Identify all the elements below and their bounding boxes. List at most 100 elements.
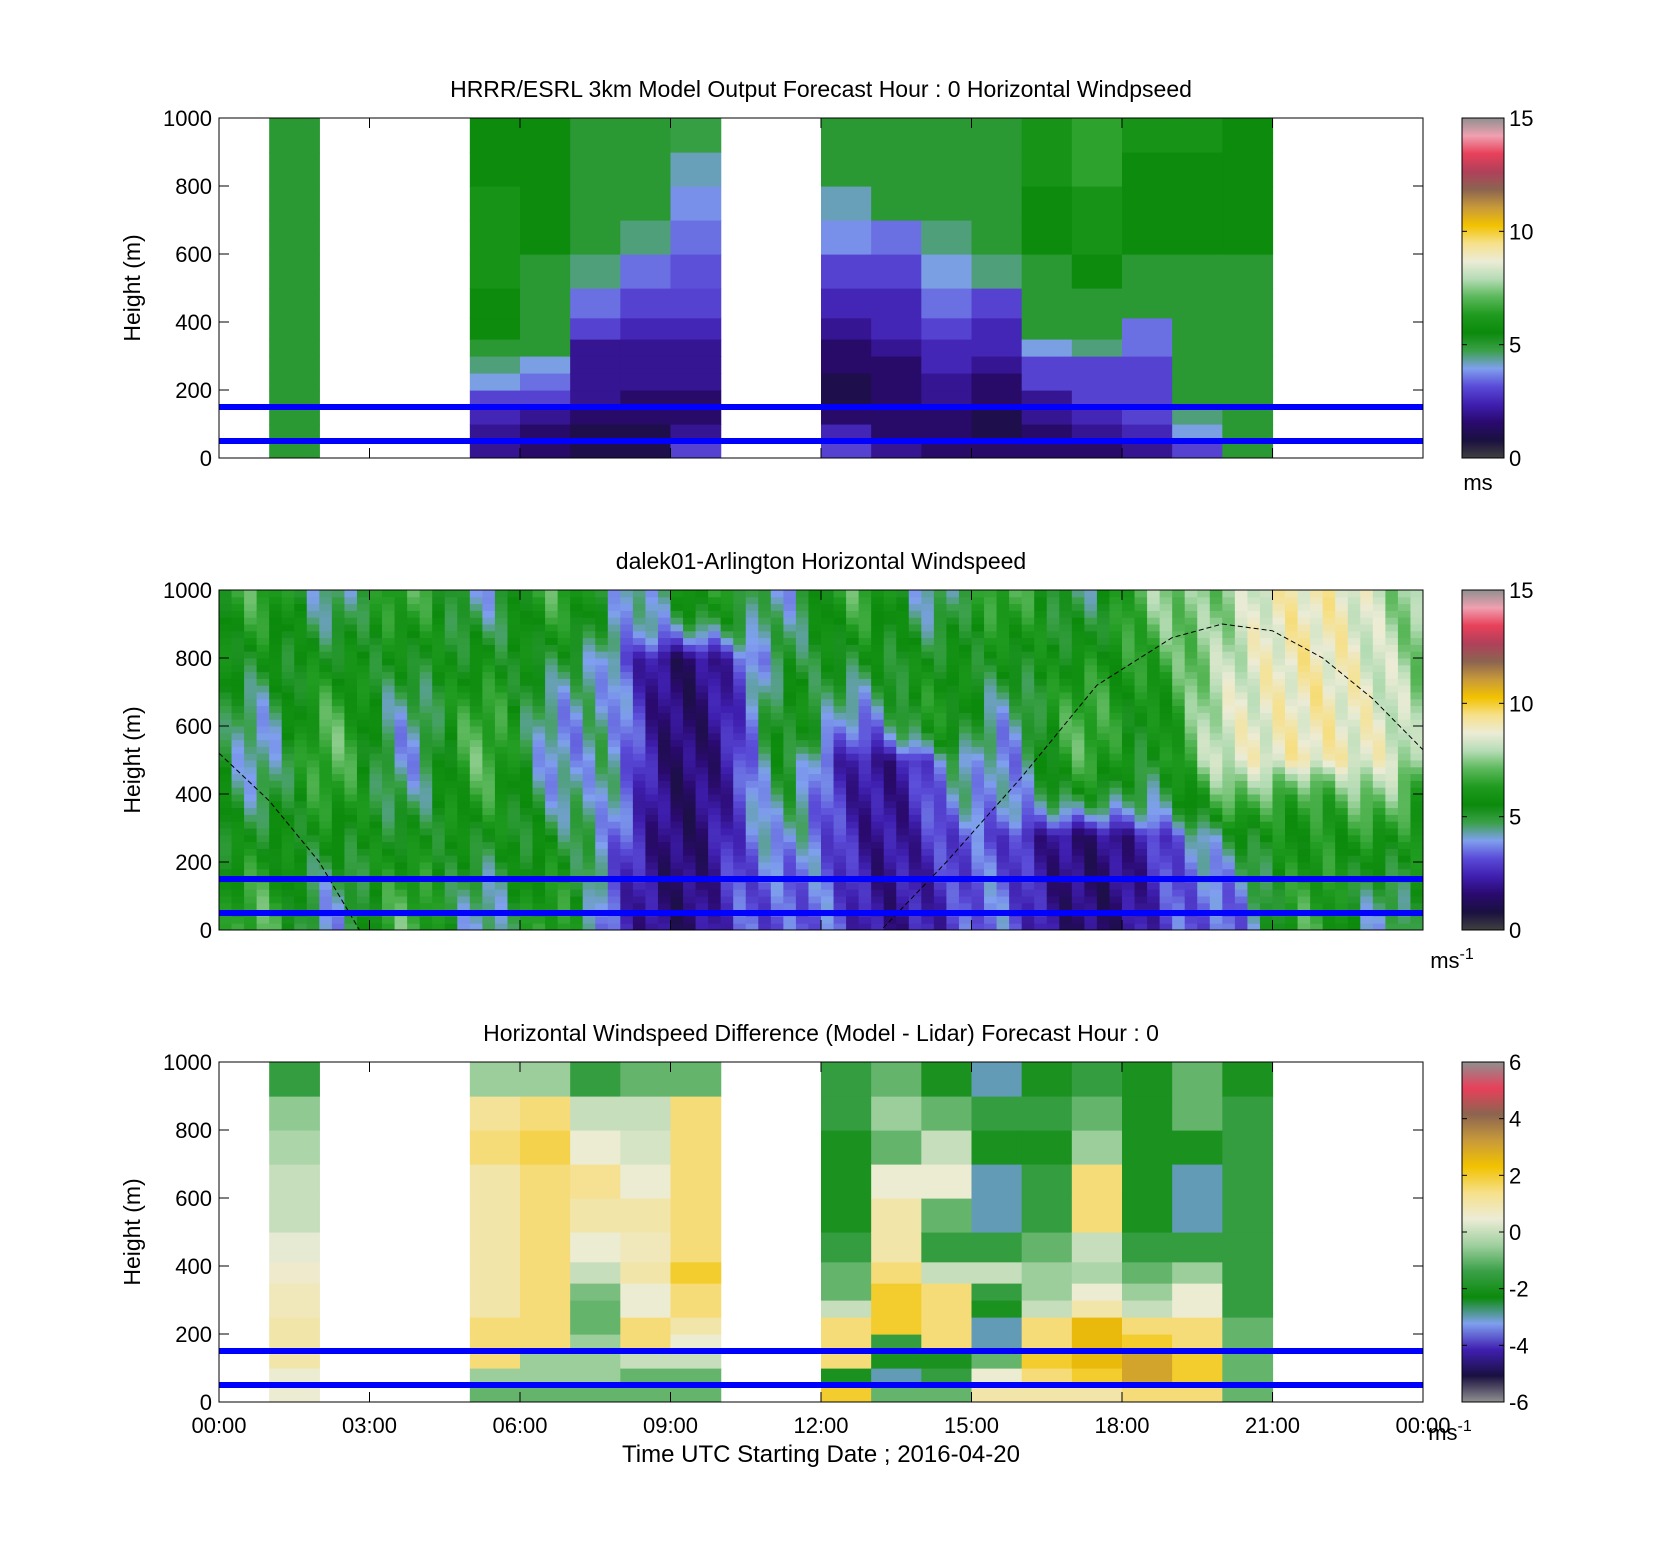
heatmap-cell	[1184, 698, 1198, 707]
heatmap-cell	[1272, 868, 1286, 877]
heatmap-cell	[1184, 644, 1198, 652]
heatmap-cell	[306, 739, 320, 747]
heatmap-cell	[1046, 624, 1060, 632]
heatmap-cell	[1310, 760, 1324, 768]
heatmap-cell	[758, 794, 772, 802]
heatmap-cell	[971, 902, 985, 911]
heatmap-cell	[1109, 862, 1123, 870]
heatmap-cell	[1059, 630, 1073, 639]
heatmap-cell	[645, 692, 659, 700]
heatmap-cell	[1322, 678, 1336, 686]
heatmap-cell	[1209, 644, 1223, 652]
heatmap-cell	[1197, 753, 1211, 761]
heatmap-cell	[1046, 596, 1060, 605]
heatmap-cell	[1385, 624, 1399, 632]
heatmap-cell	[1310, 746, 1324, 754]
heatmap-cell	[758, 692, 772, 700]
heatmap-cell	[494, 855, 508, 863]
heatmap-cell	[695, 726, 709, 734]
heatmap-cell	[570, 624, 584, 632]
heatmap-cell	[394, 658, 408, 666]
heatmap-cell	[720, 841, 734, 849]
heatmap-cell	[570, 637, 584, 645]
heatmap-cell	[1272, 705, 1286, 713]
heatmap-cell	[1172, 828, 1186, 836]
heatmap-cell	[921, 685, 935, 693]
heatmap-cell	[607, 753, 621, 761]
colorbar-tick-label: 15	[1509, 106, 1533, 131]
heatmap-cell	[1009, 760, 1023, 768]
heatmap-cell	[419, 739, 433, 747]
heatmap-cell	[1034, 590, 1048, 598]
heatmap-cell	[281, 698, 295, 707]
heatmap-cell	[557, 746, 571, 754]
heatmap-cell	[507, 841, 521, 849]
heatmap-cell	[1184, 834, 1198, 843]
heatmap-cell	[457, 862, 471, 870]
heatmap-cell	[469, 373, 521, 391]
heatmap-cell	[1071, 692, 1085, 700]
heatmap-cell	[231, 732, 245, 741]
heatmap-cell	[783, 624, 797, 632]
heatmap-cell	[1259, 773, 1273, 781]
heatmap-cell	[1159, 882, 1173, 890]
heatmap-cell	[1172, 651, 1186, 659]
heatmap-cell	[833, 868, 847, 877]
heatmap-cell	[1272, 596, 1286, 605]
heatmap-cell	[331, 855, 345, 863]
heatmap-cell	[1372, 814, 1386, 822]
heatmap-cell	[670, 726, 684, 734]
heatmap-cell	[921, 118, 973, 153]
heatmap-cell	[1021, 855, 1035, 863]
heatmap-cell	[946, 889, 960, 897]
heatmap-cell	[971, 390, 1023, 408]
heatmap-cell	[1084, 766, 1098, 775]
heatmap-cell	[369, 848, 383, 856]
heatmap-cell	[921, 678, 935, 686]
heatmap-cell	[532, 855, 546, 863]
heatmap-cell	[356, 787, 370, 795]
heatmap-cell	[532, 916, 546, 924]
heatmap-cell	[1247, 610, 1261, 618]
heatmap-cell	[281, 753, 295, 761]
heatmap-cell	[244, 787, 258, 795]
heatmap-cell	[846, 603, 860, 611]
heatmap-cell	[432, 726, 446, 734]
heatmap-cell	[432, 664, 446, 673]
heatmap-cell	[996, 780, 1010, 788]
heatmap-cell	[269, 889, 283, 897]
heatmap-cell	[595, 637, 609, 645]
heatmap-cell	[419, 807, 433, 815]
heatmap-cell	[369, 705, 383, 713]
heatmap-cell	[532, 766, 546, 775]
heatmap-cell	[1071, 664, 1085, 673]
heatmap-cell	[1021, 390, 1073, 408]
heatmap-cell	[1172, 590, 1186, 598]
heatmap-cell	[1096, 712, 1110, 720]
heatmap-cell	[520, 288, 571, 319]
heatmap-cell	[670, 590, 684, 598]
heatmap-cell	[444, 923, 458, 930]
heatmap-cell	[1096, 630, 1110, 639]
heatmap-cell	[821, 637, 835, 645]
heatmap-cell	[620, 339, 672, 357]
heatmap-cell	[469, 712, 483, 720]
heatmap-cell	[1272, 726, 1286, 734]
heatmap-cell	[507, 630, 521, 639]
heatmap-cell	[632, 889, 646, 897]
heatmap-cell	[1184, 828, 1198, 836]
heatmap-cell	[733, 630, 747, 639]
heatmap-cell	[971, 855, 985, 863]
heatmap-cell	[1096, 760, 1110, 768]
heatmap-cell	[670, 773, 684, 781]
heatmap-cell	[219, 732, 233, 741]
heatmap-cell	[708, 814, 722, 822]
heatmap-cell	[557, 685, 571, 693]
heatmap-cell	[1134, 868, 1148, 877]
heatmap-cell	[219, 780, 233, 788]
heatmap-cell	[356, 814, 370, 822]
heatmap-cell	[1372, 787, 1386, 795]
heatmap-cell	[1234, 630, 1248, 639]
heatmap-cell	[795, 923, 809, 930]
heatmap-cell	[457, 590, 471, 598]
